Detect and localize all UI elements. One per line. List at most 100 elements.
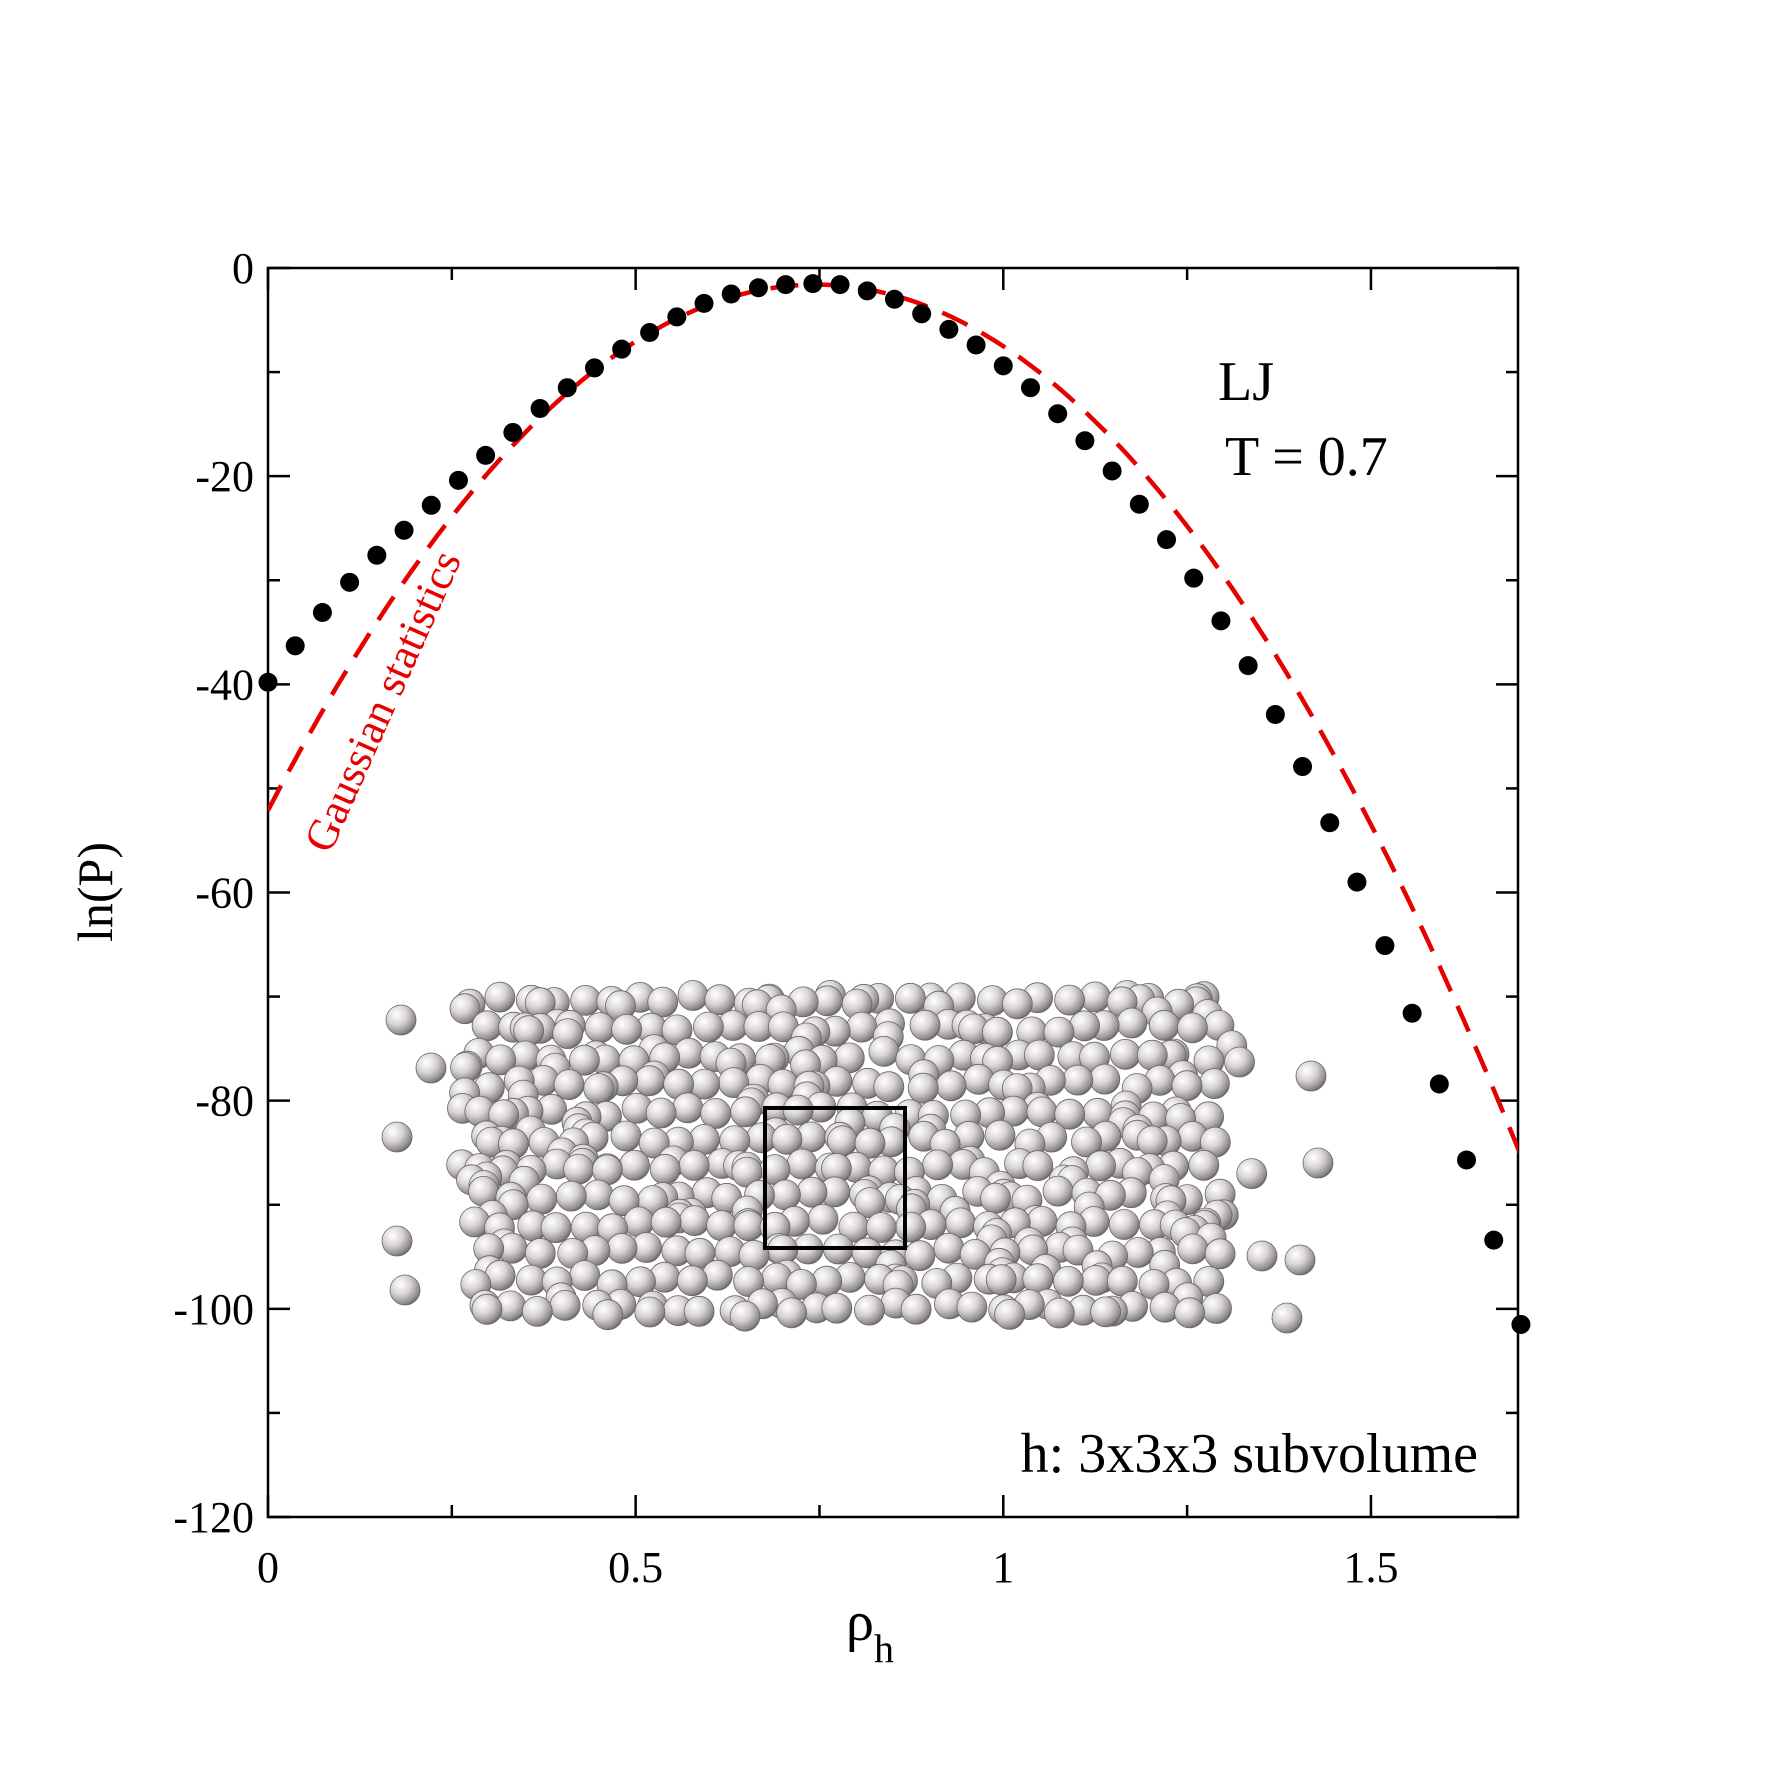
particle-sphere <box>770 1179 801 1211</box>
particle-sphere <box>1122 1237 1154 1268</box>
data-point <box>830 275 850 295</box>
particle-sphere <box>610 1120 642 1152</box>
data-point <box>530 399 550 419</box>
particle-sphere <box>693 1011 724 1043</box>
particle-sphere <box>638 1127 670 1159</box>
annotation-subvolume: h: 3x3x3 subvolume <box>1021 1423 1478 1485</box>
x-axis-label: ρh <box>846 1591 894 1671</box>
particle-sphere <box>786 1269 817 1300</box>
particle-sphere <box>827 1125 858 1157</box>
particle-sphere <box>1136 1125 1168 1157</box>
data-point <box>640 323 660 343</box>
particle-sphere <box>389 1274 421 1306</box>
particle-sphere <box>540 1212 572 1244</box>
data-point <box>776 275 796 295</box>
particle-sphere <box>569 1044 600 1076</box>
particle-sphere <box>1174 1297 1205 1329</box>
particle-sphere <box>1079 981 1111 1013</box>
particle-sphere <box>994 1299 1025 1330</box>
data-point <box>1293 757 1313 777</box>
data-point <box>1238 656 1258 676</box>
data-point <box>1375 936 1395 956</box>
y-tick-label: -80 <box>195 1077 254 1126</box>
particle-sphere <box>449 993 481 1025</box>
particle-sphere <box>1108 1209 1140 1240</box>
y-tick-label: -40 <box>195 660 254 709</box>
particle-sphere <box>922 1149 953 1181</box>
particle-sphere <box>1284 1244 1316 1276</box>
particle-sphere <box>786 1148 818 1180</box>
particle-sphere <box>552 1018 584 1049</box>
particle-sphere <box>846 1011 878 1043</box>
particle-sphere <box>515 1264 547 1296</box>
particle-sphere <box>582 1179 614 1211</box>
data-point <box>421 495 441 515</box>
particle-sphere <box>1085 1150 1116 1182</box>
data-point <box>258 672 278 692</box>
particle-sphere <box>1069 1010 1100 1042</box>
annotation-temperature: T = 0.7 <box>1225 426 1388 488</box>
particle-sphere <box>1089 1063 1121 1095</box>
y-tick-label: -120 <box>173 1493 254 1542</box>
particle-sphere <box>984 1119 1016 1151</box>
x-tick-label: 0.5 <box>608 1543 663 1592</box>
data-point <box>1402 1003 1422 1023</box>
data-point <box>1021 378 1040 398</box>
annotation-system: LJ <box>1218 351 1274 413</box>
particle-sphere <box>645 1097 677 1129</box>
data-point <box>367 545 387 565</box>
data-point <box>1320 813 1340 833</box>
particle-sphere <box>1043 1016 1075 1048</box>
particle-sphere <box>471 1293 503 1325</box>
particle-sphere <box>1246 1240 1278 1272</box>
particle-sphere <box>583 1073 615 1104</box>
data-point <box>694 293 714 313</box>
data-point <box>857 281 877 301</box>
gaussian-curve <box>268 282 1518 1155</box>
particle-sphere <box>807 1203 839 1235</box>
particle-sphere <box>1188 1149 1220 1181</box>
particle-sphere <box>649 1153 681 1185</box>
data-point <box>285 636 305 656</box>
particle-sphere <box>606 1232 638 1264</box>
y-tick-label: 0 <box>232 244 254 293</box>
particle-sphere <box>1022 1150 1054 1181</box>
data-point <box>1511 1314 1531 1334</box>
svg-text:ρh: ρh <box>846 1591 894 1671</box>
particle-sphere <box>700 1098 732 1129</box>
data-point <box>1484 1230 1504 1250</box>
particle-sphere <box>1062 1064 1094 1096</box>
particle-sphere <box>1204 1238 1236 1270</box>
particle-sphere <box>1295 1060 1327 1092</box>
particle-sphere <box>821 1292 853 1324</box>
data-point <box>721 284 741 304</box>
particle-sphere <box>933 1232 965 1264</box>
particle-sphere <box>1224 1046 1255 1078</box>
data-point <box>993 356 1013 376</box>
particle-sphere <box>796 1176 828 1208</box>
particle-sphere <box>1116 1007 1148 1039</box>
data-point <box>884 289 904 309</box>
particle-sphere <box>526 1183 558 1215</box>
data-point <box>1157 530 1177 550</box>
particle-sphere <box>1236 1158 1268 1189</box>
particle-sphere <box>985 1264 1017 1296</box>
particle-sphere <box>485 1044 517 1076</box>
data-point <box>312 603 332 623</box>
data-point <box>748 278 768 298</box>
data-point <box>939 319 959 339</box>
particle-sphere <box>1071 1126 1102 1158</box>
particle-sphere <box>702 1259 733 1291</box>
data-point <box>1265 705 1285 725</box>
particle-sphere <box>555 1180 587 1212</box>
particle-sphere <box>854 1294 885 1326</box>
x-tick-label: 1 <box>992 1543 1014 1592</box>
particle-sphere <box>678 1150 710 1181</box>
data-point <box>1211 611 1231 631</box>
particle-sphere <box>771 1123 803 1155</box>
particle-sphere <box>611 1014 642 1045</box>
particle-sphere <box>1080 1265 1112 1296</box>
data-point <box>503 422 523 442</box>
particle-sphere <box>1302 1147 1334 1179</box>
